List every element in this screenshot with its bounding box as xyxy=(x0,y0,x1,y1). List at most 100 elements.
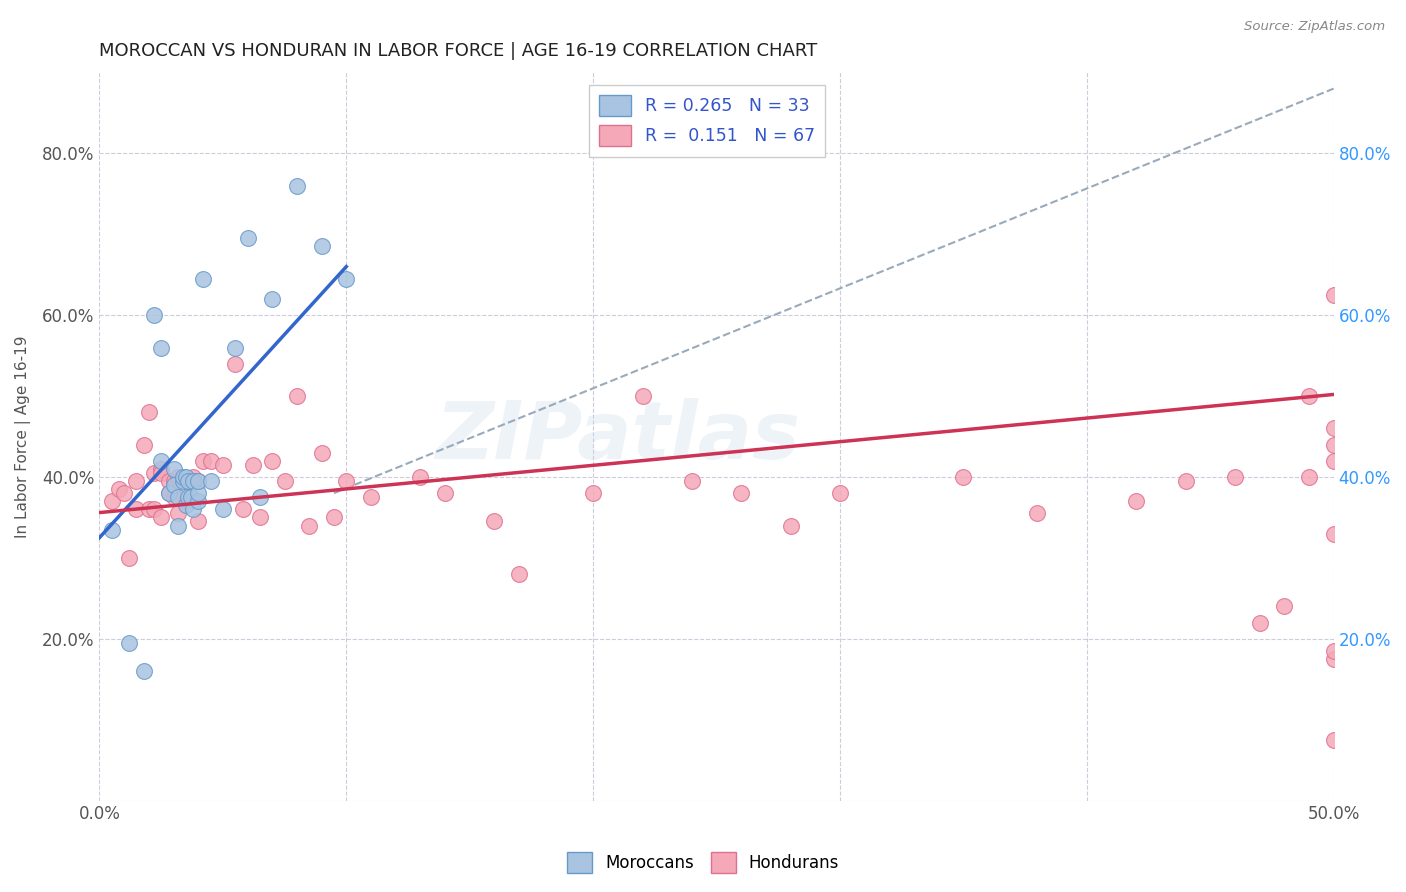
Point xyxy=(174,474,197,488)
Point xyxy=(162,490,184,504)
Point xyxy=(232,502,254,516)
Point xyxy=(167,518,190,533)
Point xyxy=(779,518,801,533)
Point xyxy=(162,478,184,492)
Point xyxy=(242,458,264,472)
Point xyxy=(167,470,190,484)
Point xyxy=(191,271,214,285)
Point xyxy=(174,494,197,508)
Point xyxy=(138,405,160,419)
Point xyxy=(1323,421,1346,435)
Point xyxy=(1323,454,1346,468)
Point xyxy=(262,292,284,306)
Point xyxy=(157,486,180,500)
Point xyxy=(1323,526,1346,541)
Text: Source: ZipAtlas.com: Source: ZipAtlas.com xyxy=(1244,20,1385,33)
Point xyxy=(142,308,165,322)
Point xyxy=(200,474,222,488)
Point xyxy=(1174,474,1197,488)
Point xyxy=(285,178,308,193)
Point xyxy=(138,502,160,516)
Point xyxy=(1298,389,1320,403)
Point xyxy=(224,341,246,355)
Point xyxy=(1026,507,1049,521)
Point xyxy=(172,474,194,488)
Point xyxy=(582,486,605,500)
Point xyxy=(187,494,209,508)
Point xyxy=(249,510,271,524)
Point xyxy=(1272,599,1295,614)
Point xyxy=(125,474,148,488)
Point xyxy=(162,474,184,488)
Point xyxy=(273,474,295,488)
Point xyxy=(681,474,703,488)
Point xyxy=(187,474,209,488)
Legend: R = 0.265   N = 33, R =  0.151   N = 67: R = 0.265 N = 33, R = 0.151 N = 67 xyxy=(589,85,825,157)
Point xyxy=(262,454,284,468)
Point xyxy=(212,458,235,472)
Point xyxy=(132,437,155,451)
Point xyxy=(187,474,209,488)
Point xyxy=(132,664,155,678)
Point xyxy=(360,490,382,504)
Point xyxy=(177,474,200,488)
Point xyxy=(1125,494,1147,508)
Point xyxy=(484,515,506,529)
Point xyxy=(249,490,271,504)
Point xyxy=(181,470,204,484)
Point xyxy=(142,502,165,516)
Point xyxy=(150,466,173,480)
Point xyxy=(150,341,173,355)
Point xyxy=(172,470,194,484)
Point xyxy=(1323,437,1346,451)
Point xyxy=(177,490,200,504)
Point xyxy=(311,239,333,253)
Text: ZIPatlas: ZIPatlas xyxy=(436,398,800,475)
Legend: Moroccans, Hondurans: Moroccans, Hondurans xyxy=(560,846,846,880)
Point xyxy=(1323,733,1346,747)
Point xyxy=(191,454,214,468)
Point xyxy=(224,357,246,371)
Point xyxy=(311,446,333,460)
Point xyxy=(952,470,974,484)
Point xyxy=(108,482,131,496)
Point xyxy=(631,389,654,403)
Point xyxy=(409,470,432,484)
Point xyxy=(167,507,190,521)
Point xyxy=(157,486,180,500)
Point xyxy=(508,567,530,582)
Point xyxy=(335,271,357,285)
Point xyxy=(212,502,235,516)
Point xyxy=(828,486,851,500)
Point xyxy=(335,474,357,488)
Point xyxy=(285,389,308,403)
Point xyxy=(298,518,321,533)
Point xyxy=(174,498,197,512)
Point xyxy=(1249,615,1271,630)
Point xyxy=(142,466,165,480)
Point xyxy=(174,470,197,484)
Point xyxy=(125,502,148,516)
Point xyxy=(150,454,173,468)
Point xyxy=(187,515,209,529)
Point xyxy=(101,494,124,508)
Point xyxy=(101,523,124,537)
Point xyxy=(236,231,259,245)
Point xyxy=(180,490,202,504)
Point xyxy=(162,462,184,476)
Point xyxy=(181,474,204,488)
Point xyxy=(1323,288,1346,302)
Y-axis label: In Labor Force | Age 16-19: In Labor Force | Age 16-19 xyxy=(15,335,31,538)
Point xyxy=(167,490,190,504)
Point xyxy=(150,462,173,476)
Point xyxy=(112,486,135,500)
Point xyxy=(1298,470,1320,484)
Point xyxy=(181,502,204,516)
Point xyxy=(118,636,141,650)
Point xyxy=(118,550,141,565)
Point xyxy=(434,486,457,500)
Point xyxy=(1223,470,1246,484)
Point xyxy=(187,486,209,500)
Point xyxy=(323,510,346,524)
Point xyxy=(157,474,180,488)
